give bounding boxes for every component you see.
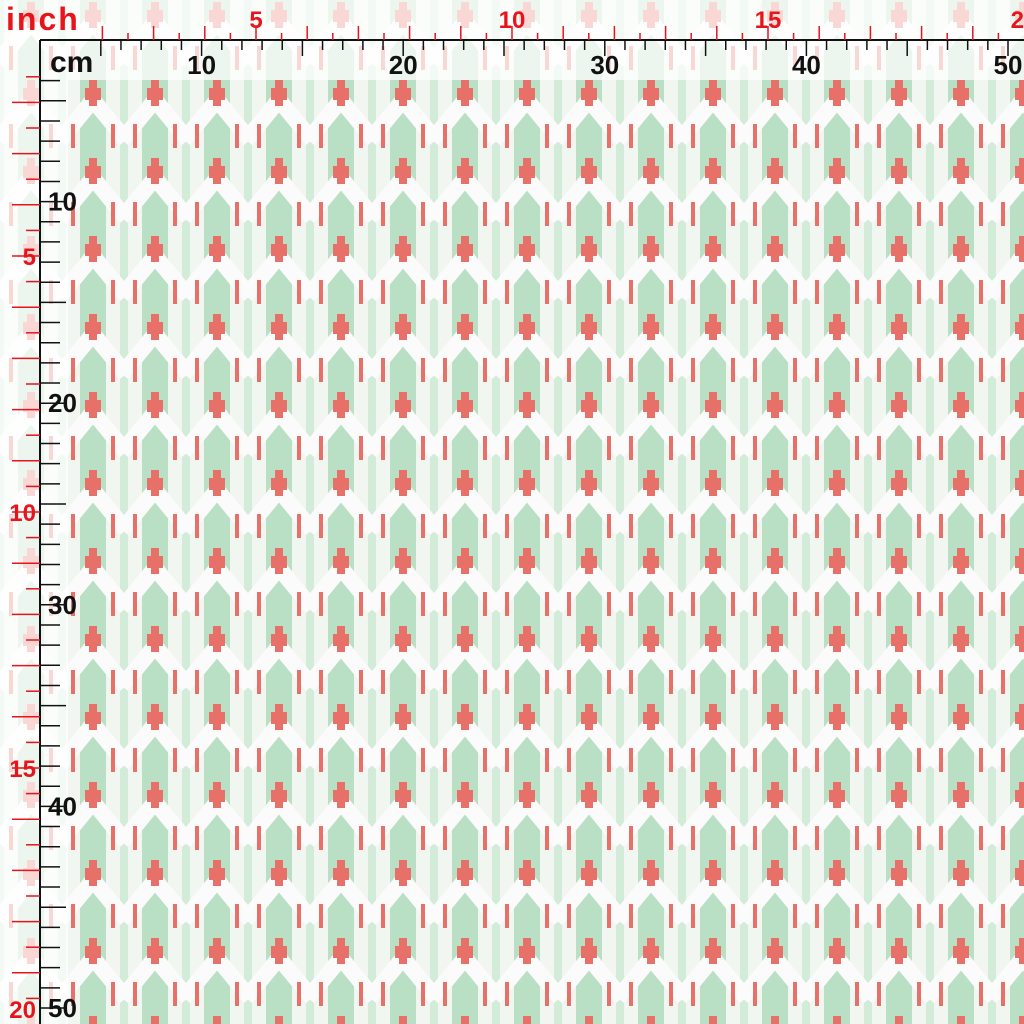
top-inch-number: 10 (499, 7, 526, 34)
left-inch-number: 10 (9, 500, 36, 527)
left-cm-number: 50 (48, 993, 77, 1023)
top-inch-number: 15 (755, 7, 782, 34)
top-inch-number: 5 (249, 7, 262, 34)
left-cm-number: 40 (48, 791, 77, 821)
top-cm-number: 50 (994, 50, 1023, 80)
cm-label: cm (50, 46, 93, 79)
left-inch-number: 5 (23, 244, 36, 271)
top-cm-number: 10 (187, 50, 216, 80)
left-cm-number: 30 (48, 590, 77, 620)
top-inch-number: 20 (1011, 7, 1024, 34)
top-cm-number: 30 (590, 50, 619, 80)
left-cm-number: 20 (48, 388, 77, 418)
top-cm-number: 20 (389, 50, 418, 80)
top-cm-number: 40 (792, 50, 821, 80)
left-cm-number: 10 (48, 187, 77, 217)
inch-label: inch (6, 1, 80, 37)
left-inch-number: 20 (9, 997, 36, 1024)
left-inch-number: 15 (9, 756, 36, 783)
